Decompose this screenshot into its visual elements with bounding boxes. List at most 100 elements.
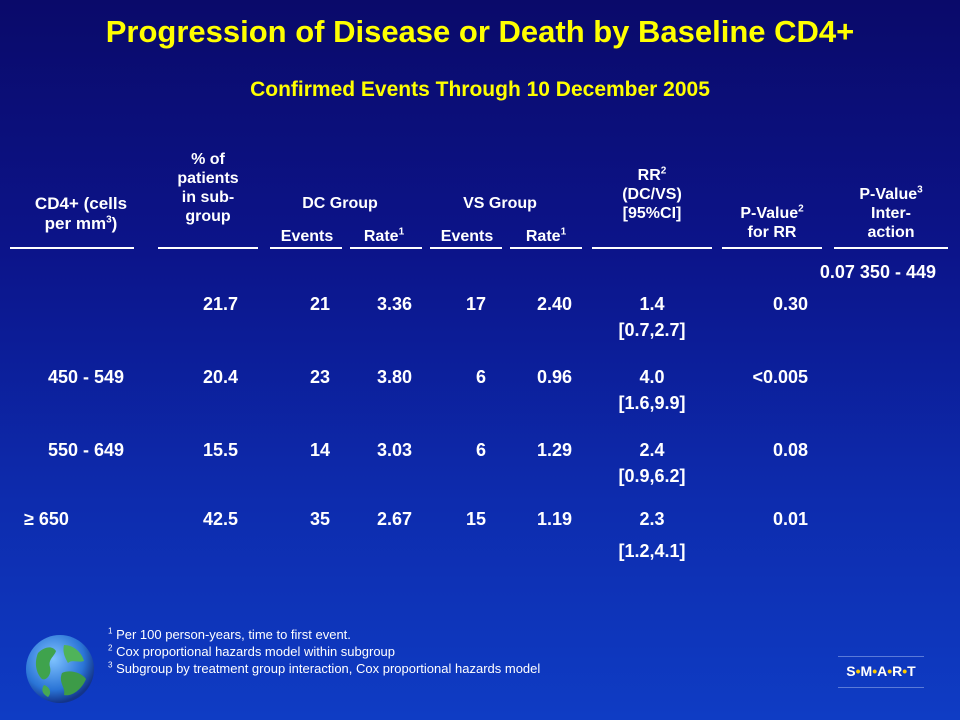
header-pct-line2: patients bbox=[177, 170, 239, 187]
header-rr-line1: RR2 bbox=[592, 166, 712, 185]
cell-pvalue: 0.01 bbox=[772, 509, 808, 529]
header-pvalue-sup: 2 bbox=[798, 203, 804, 215]
header-pvalue-line1: P-Value2 bbox=[722, 204, 822, 223]
cell-dc-rate: 3.03 bbox=[376, 440, 412, 460]
header-rule-rr bbox=[592, 247, 712, 249]
header-rule-dc-rate bbox=[350, 247, 422, 249]
header-dc-rate: Rate1 bbox=[350, 227, 418, 246]
footnote-2-text: Cox proportional hazards model within su… bbox=[116, 644, 396, 659]
footnote-3: 3 Subgroup by treatment group interactio… bbox=[108, 660, 540, 677]
header-pint-sup: 3 bbox=[917, 184, 923, 196]
slide-subtitle: Confirmed Events Through 10 December 200… bbox=[250, 78, 710, 101]
cell-cd4: ≥ 650 bbox=[24, 509, 69, 529]
cell-rr: 1.4 bbox=[639, 294, 665, 314]
logo-letter-r: R bbox=[892, 663, 903, 679]
header-dc-group: DC Group bbox=[302, 195, 378, 212]
cell-pvalue: 0.08 bbox=[772, 440, 808, 460]
cell-vs-rate: 2.40 bbox=[536, 294, 572, 314]
logo-dot: • bbox=[887, 663, 893, 679]
cell-cd4: 550 - 649 bbox=[47, 440, 124, 460]
header-vs-events: Events bbox=[440, 228, 494, 245]
cell-ci: [0.9,6.2] bbox=[618, 466, 686, 486]
footnote-1: 1 Per 100 person-years, time to first ev… bbox=[108, 626, 540, 643]
header-pint-line3: action bbox=[867, 224, 915, 241]
logo-dot: • bbox=[855, 663, 861, 679]
cell-ci: [0.7,2.7] bbox=[618, 320, 686, 340]
header-pvalue-label: P-Value bbox=[740, 205, 799, 222]
cell-pct: 15.5 bbox=[202, 440, 238, 460]
logo-dot: • bbox=[902, 663, 908, 679]
cell-vs-rate: 0.96 bbox=[536, 367, 572, 387]
footnote-3-text: Subgroup by treatment group interaction,… bbox=[116, 661, 541, 676]
header-pct-line3: in sub- bbox=[181, 189, 235, 206]
smart-logo: S•M•A•R•T bbox=[838, 656, 924, 688]
header-cd4-line1: CD4+ (cells bbox=[34, 194, 128, 213]
cell-dc-rate: 2.67 bbox=[376, 509, 412, 529]
header-cd4-sup: 3 bbox=[106, 214, 112, 226]
cell-vs-events: 6 bbox=[475, 440, 486, 460]
cell-vs-rate: 1.29 bbox=[536, 440, 572, 460]
cell-pvalue: <0.005 bbox=[752, 367, 808, 387]
cell-rr: 2.3 bbox=[639, 509, 665, 529]
header-vs-rate-label: Rate bbox=[525, 228, 561, 245]
header-cd4-post: ) bbox=[111, 214, 118, 233]
logo-dot: • bbox=[872, 663, 878, 679]
header-rr-sup: 2 bbox=[660, 165, 667, 177]
footnote-1-num: 1 bbox=[108, 626, 113, 636]
header-pvalue-line2: for RR bbox=[747, 224, 797, 241]
footnote-1-text: Per 100 person-years, time to first even… bbox=[116, 627, 351, 642]
header-rule-vs-events bbox=[430, 247, 502, 249]
cell-vs-events: 17 bbox=[465, 294, 486, 314]
header-pvalue-rr: P-Value2 for RR bbox=[722, 204, 822, 242]
header-pint-line2: Inter- bbox=[871, 205, 911, 222]
slide-title: Progression of Disease or Death by Basel… bbox=[105, 14, 855, 49]
logo-letter-m: M bbox=[860, 663, 873, 679]
header-rule-dc-events bbox=[270, 247, 342, 249]
header-pct-line1: % of bbox=[191, 151, 225, 168]
header-dc-rate-label: Rate bbox=[363, 228, 399, 245]
cell-dc-events: 21 bbox=[309, 294, 330, 314]
header-pint-label: P-Value bbox=[859, 186, 918, 203]
cell-dc-events: 23 bbox=[309, 367, 330, 387]
header-cd4-pre: per mm bbox=[44, 214, 107, 233]
logo-letter-t: T bbox=[907, 663, 916, 679]
header-pvalue-interaction: P-Value3 Inter- action bbox=[834, 185, 948, 242]
logo-letter-s: S bbox=[846, 663, 856, 679]
header-pint-line1: P-Value3 bbox=[834, 185, 948, 204]
header-rr-line2: (DC/VS) bbox=[622, 186, 682, 203]
header-rule-pct bbox=[158, 247, 258, 249]
cell-cd4: 450 - 549 bbox=[47, 367, 124, 387]
cell-pct: 20.4 bbox=[202, 367, 238, 387]
cell-pvalue: 0.30 bbox=[772, 294, 808, 314]
header-cd4-line2: per mm3) bbox=[18, 214, 144, 234]
header-rule-pint bbox=[834, 247, 948, 249]
footnote-2-num: 2 bbox=[108, 643, 113, 653]
cell-pct: 42.5 bbox=[202, 509, 238, 529]
logo-letter-a: A bbox=[877, 663, 888, 679]
cell-vs-rate: 1.19 bbox=[536, 509, 572, 529]
header-vs-rate: Rate1 bbox=[512, 227, 580, 246]
header-dc-rate-sup: 1 bbox=[398, 226, 405, 238]
cell-dc-events: 14 bbox=[309, 440, 330, 460]
cell-dc-rate: 3.36 bbox=[376, 294, 412, 314]
cell-vs-events: 15 bbox=[465, 509, 486, 529]
header-pct: % of patients in sub- group bbox=[158, 150, 258, 226]
header-pct-line4: group bbox=[185, 208, 231, 225]
header-dc-events: Events bbox=[280, 228, 334, 245]
header-rr: RR2 (DC/VS) [95%CI] bbox=[592, 166, 712, 223]
header-vs-group: VS Group bbox=[463, 195, 537, 212]
cell-rr: 2.4 bbox=[639, 440, 665, 460]
footnote-3-num: 3 bbox=[108, 660, 113, 670]
header-rule-pvalue bbox=[722, 247, 822, 249]
header-rule-vs-rate bbox=[510, 247, 582, 249]
header-rr-label: RR bbox=[637, 167, 661, 184]
cell-rr: 4.0 bbox=[639, 367, 665, 387]
cell-vs-events: 6 bbox=[475, 367, 486, 387]
cell-ci: [1.2,4.1] bbox=[618, 541, 686, 561]
cell-pct: 21.7 bbox=[202, 294, 238, 314]
header-cd4: CD4+ (cells per mm3) bbox=[18, 194, 144, 234]
cell-ci: [1.6,9.9] bbox=[618, 393, 686, 413]
footnote-2: 2 Cox proportional hazards model within … bbox=[108, 643, 540, 660]
interaction-pvalue-line: 0.07 350 - 449 bbox=[819, 262, 936, 282]
header-rr-line3: [95%CI] bbox=[622, 205, 682, 222]
